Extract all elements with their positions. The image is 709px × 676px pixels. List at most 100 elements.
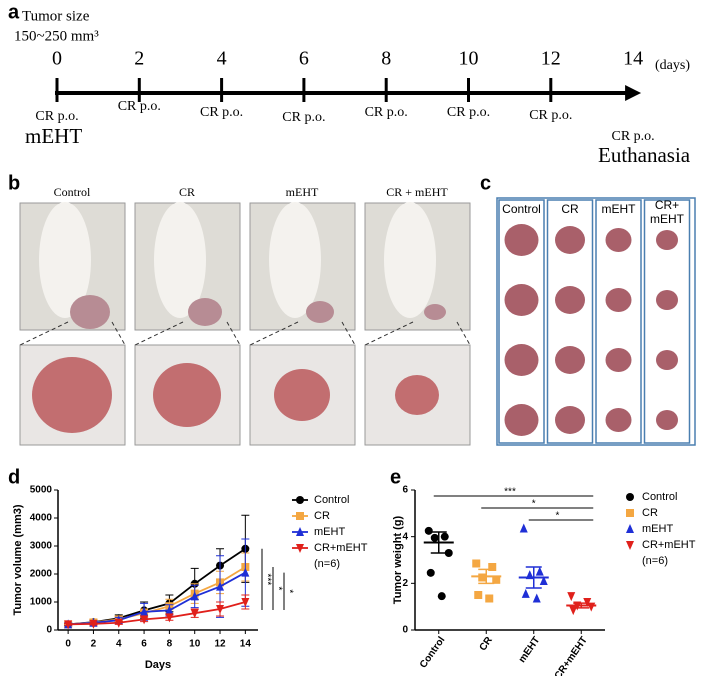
x-tick-label: CR [478, 634, 496, 653]
y-tick-label: 4000 [30, 513, 53, 524]
marker [64, 620, 73, 630]
header-line: 150~250 mm³ [14, 28, 99, 44]
marker [626, 493, 634, 501]
day-label: 2 [134, 48, 144, 70]
x-tick-label: 12 [214, 639, 226, 650]
marker [440, 532, 449, 541]
legend-note: (n=6) [642, 555, 668, 567]
marker [216, 581, 225, 591]
x-tick-label: 2 [91, 639, 97, 650]
column-title: CR + mEHT [386, 185, 448, 199]
marker [190, 609, 199, 619]
significance-label: * [272, 587, 283, 591]
tumor [555, 226, 585, 254]
legend-note: (n=6) [314, 558, 340, 570]
column-title: Control [54, 185, 91, 199]
mouse-body [154, 202, 206, 318]
x-tick-label: 14 [240, 639, 252, 650]
tumor [605, 228, 632, 252]
header-line: Tumor size [22, 8, 90, 24]
x-tick-label: 10 [189, 639, 201, 650]
treatment-label: CR p.o. [529, 108, 572, 123]
legend-label: CR [314, 510, 330, 522]
marker [241, 567, 250, 577]
marker [140, 615, 149, 625]
treatment-label: CR p.o. [365, 105, 408, 120]
error-bar [573, 602, 590, 609]
tumor [656, 410, 678, 430]
significance-label: * [532, 499, 536, 510]
column-title: mEHT [602, 202, 637, 216]
marker [424, 526, 433, 535]
marker [626, 524, 634, 533]
y-tick-label: 0 [46, 625, 52, 636]
mouse-body [39, 202, 91, 318]
panel-label: e [390, 466, 401, 488]
column-box [498, 199, 545, 444]
marker [521, 588, 530, 598]
x-tick-label: 0 [65, 639, 71, 650]
marker [474, 591, 483, 599]
column-title: CR [561, 202, 579, 216]
y-tick-label: 4 [402, 531, 408, 542]
marker [437, 592, 446, 601]
y-tick-label: 2000 [30, 569, 53, 580]
treatment-label: CR p.o. [447, 105, 490, 120]
marker [89, 619, 98, 629]
tumor [656, 350, 678, 370]
tumor [555, 286, 585, 314]
tumor [605, 288, 632, 312]
x-tick-label: CR+mEHT [553, 635, 590, 676]
mouse-body [384, 202, 436, 318]
marker [567, 592, 576, 602]
x-axis-label: Days [145, 659, 171, 671]
marker [190, 591, 199, 601]
panel-label: a [8, 1, 20, 23]
legend-label: mEHT [642, 523, 673, 535]
line [68, 601, 246, 626]
tumor [605, 348, 632, 372]
marker [216, 605, 225, 614]
tumor [656, 290, 678, 310]
column-box [595, 199, 642, 444]
marker [478, 573, 487, 582]
legend-label: Control [314, 494, 349, 506]
marker [488, 563, 497, 571]
day-label: 4 [217, 48, 227, 70]
tumor [555, 346, 585, 374]
column-title: CR [179, 185, 195, 199]
treatment-label: CR p.o. [200, 105, 243, 120]
column-title: CR+ [655, 198, 679, 212]
marker [532, 593, 541, 603]
y-tick-label: 2 [402, 578, 408, 589]
x-tick-label: 4 [116, 639, 122, 650]
start-note: mEHT [25, 124, 82, 148]
day-label: 10 [459, 48, 479, 70]
y-axis-label: Tumor weight (g) [392, 515, 404, 604]
marker [165, 613, 174, 623]
marker [535, 566, 544, 576]
treatment-label: CR p.o. [118, 99, 161, 114]
error-bar [430, 531, 447, 554]
tumor [504, 344, 539, 376]
x-tick-label: mEHT [517, 635, 543, 665]
tumor [605, 408, 632, 432]
tumor [274, 369, 330, 421]
marker [430, 533, 439, 542]
timeline-arrow [625, 85, 642, 101]
day-label: 0 [52, 48, 62, 70]
significance-label: * [283, 589, 294, 593]
legend-label: CR+mEHT [314, 542, 368, 554]
legend-label: mEHT [314, 526, 345, 538]
y-tick-label: 1000 [30, 597, 53, 608]
legend-label: CR [642, 507, 658, 519]
significance-label: *** [504, 487, 516, 498]
column-title: mEHT [286, 185, 319, 199]
day-label: 14 [623, 48, 643, 70]
column-box [643, 199, 691, 444]
marker [472, 559, 481, 568]
tumor [656, 230, 678, 250]
unit-label: (days) [655, 58, 690, 73]
tumor [306, 301, 334, 323]
tumor [70, 295, 110, 329]
